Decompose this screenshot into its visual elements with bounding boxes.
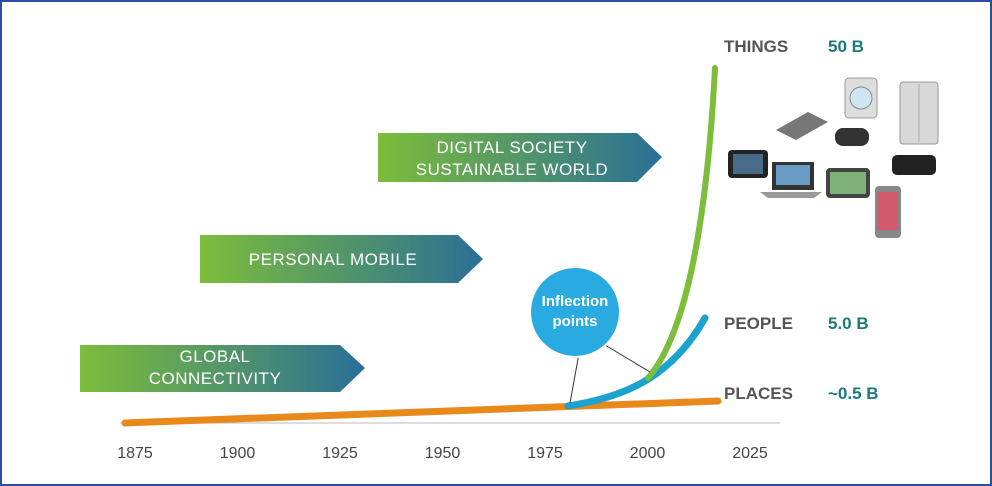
callout-bubble: [530, 267, 620, 357]
x-tick-label: 1900: [220, 445, 256, 462]
callout-text: points: [553, 313, 598, 330]
x-tick-label: 1875: [117, 445, 153, 462]
arrow-label: CONNECTIVITY: [149, 369, 282, 388]
arrow-label: SUSTAINABLE WORLD: [416, 160, 608, 179]
callout-text: Inflection: [542, 293, 609, 310]
series-value: 50 B: [828, 37, 864, 56]
series-name: PLACES: [724, 384, 793, 403]
series-name: PEOPLE: [724, 314, 793, 333]
x-tick-label: 1975: [527, 445, 563, 462]
series-name: THINGS: [724, 37, 788, 56]
infographic: GLOBAL CONNECTIVITY PERSONAL MOBILE DIGI…: [0, 0, 992, 486]
arrow-label: PERSONAL MOBILE: [249, 250, 417, 269]
arrow-label: GLOBAL: [179, 347, 250, 366]
x-tick-label: 2025: [732, 445, 768, 462]
x-tick-label: 2000: [630, 445, 666, 462]
x-tick-label: 1925: [322, 445, 358, 462]
x-tick-label: 1950: [425, 445, 461, 462]
series-value: ~0.5 B: [828, 384, 879, 403]
series-value: 5.0 B: [828, 314, 869, 333]
arrow-label: DIGITAL SOCIETY: [436, 138, 587, 157]
